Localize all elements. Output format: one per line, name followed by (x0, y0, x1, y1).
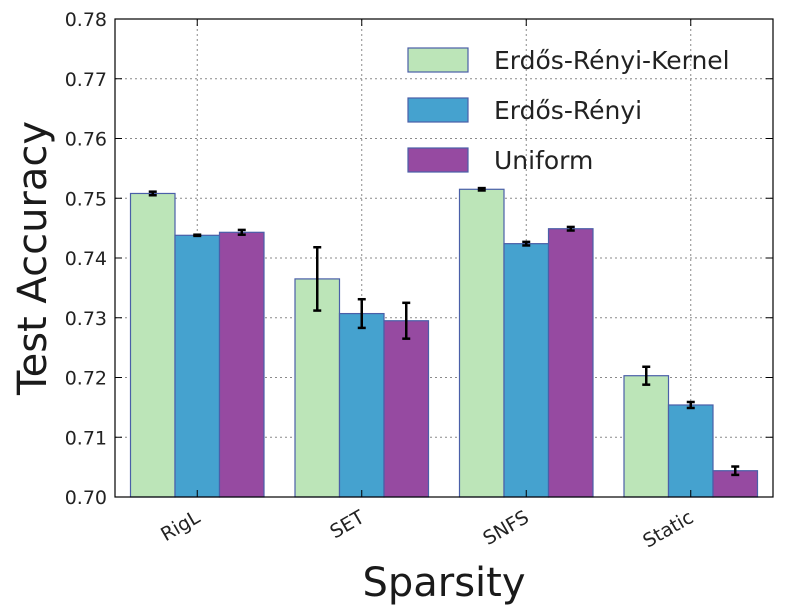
bar (547, 228, 594, 498)
legend-label: Uniform (494, 146, 593, 175)
tick-marks (115, 18, 773, 498)
bar (458, 188, 505, 498)
y-tick-label: 0.72 (65, 368, 107, 390)
bar (174, 234, 221, 498)
y-tick-label: 0.77 (65, 69, 107, 91)
x-tick-label: Static (639, 506, 697, 552)
x-tick-labels: RigL SET SNFS Static (157, 506, 697, 552)
legend-swatch (407, 147, 469, 173)
bar (338, 312, 385, 498)
legend-swatch (407, 97, 469, 123)
x-tick-label: SET (326, 506, 368, 543)
legend-label: Erdős-Rényi (494, 96, 642, 125)
bar (503, 243, 550, 498)
legend-label: Erdős-Rényi-Kernel (494, 46, 730, 75)
y-tick-label: 0.74 (65, 248, 107, 270)
y-tick-label: 0.75 (65, 188, 107, 210)
x-tick-label: RigL (157, 506, 204, 546)
legend: Erdős-Rényi-Kernel Erdős-Rényi Uniform (407, 46, 730, 175)
bar (294, 278, 341, 498)
bar (218, 231, 265, 498)
bar (623, 375, 670, 498)
error-bars (148, 186, 740, 477)
x-axis-title: Sparsity (362, 560, 525, 606)
y-tick-label: 0.78 (65, 9, 107, 31)
bar (667, 404, 714, 498)
y-tick-label: 0.73 (65, 308, 107, 330)
y-tick-label: 0.70 (65, 487, 107, 509)
y-tick-label: 0.71 (65, 427, 107, 449)
x-tick-label: SNFS (479, 506, 532, 550)
bar (383, 320, 430, 498)
y-tick-label: 0.76 (65, 129, 107, 151)
bars (129, 188, 759, 498)
y-axis-title: Test Accuracy (10, 121, 56, 396)
y-tick-labels: 0.70 0.71 0.72 0.73 0.74 0.75 0.76 0.77 0.78 (65, 9, 107, 509)
legend-swatch (407, 47, 469, 73)
bar (129, 192, 176, 498)
